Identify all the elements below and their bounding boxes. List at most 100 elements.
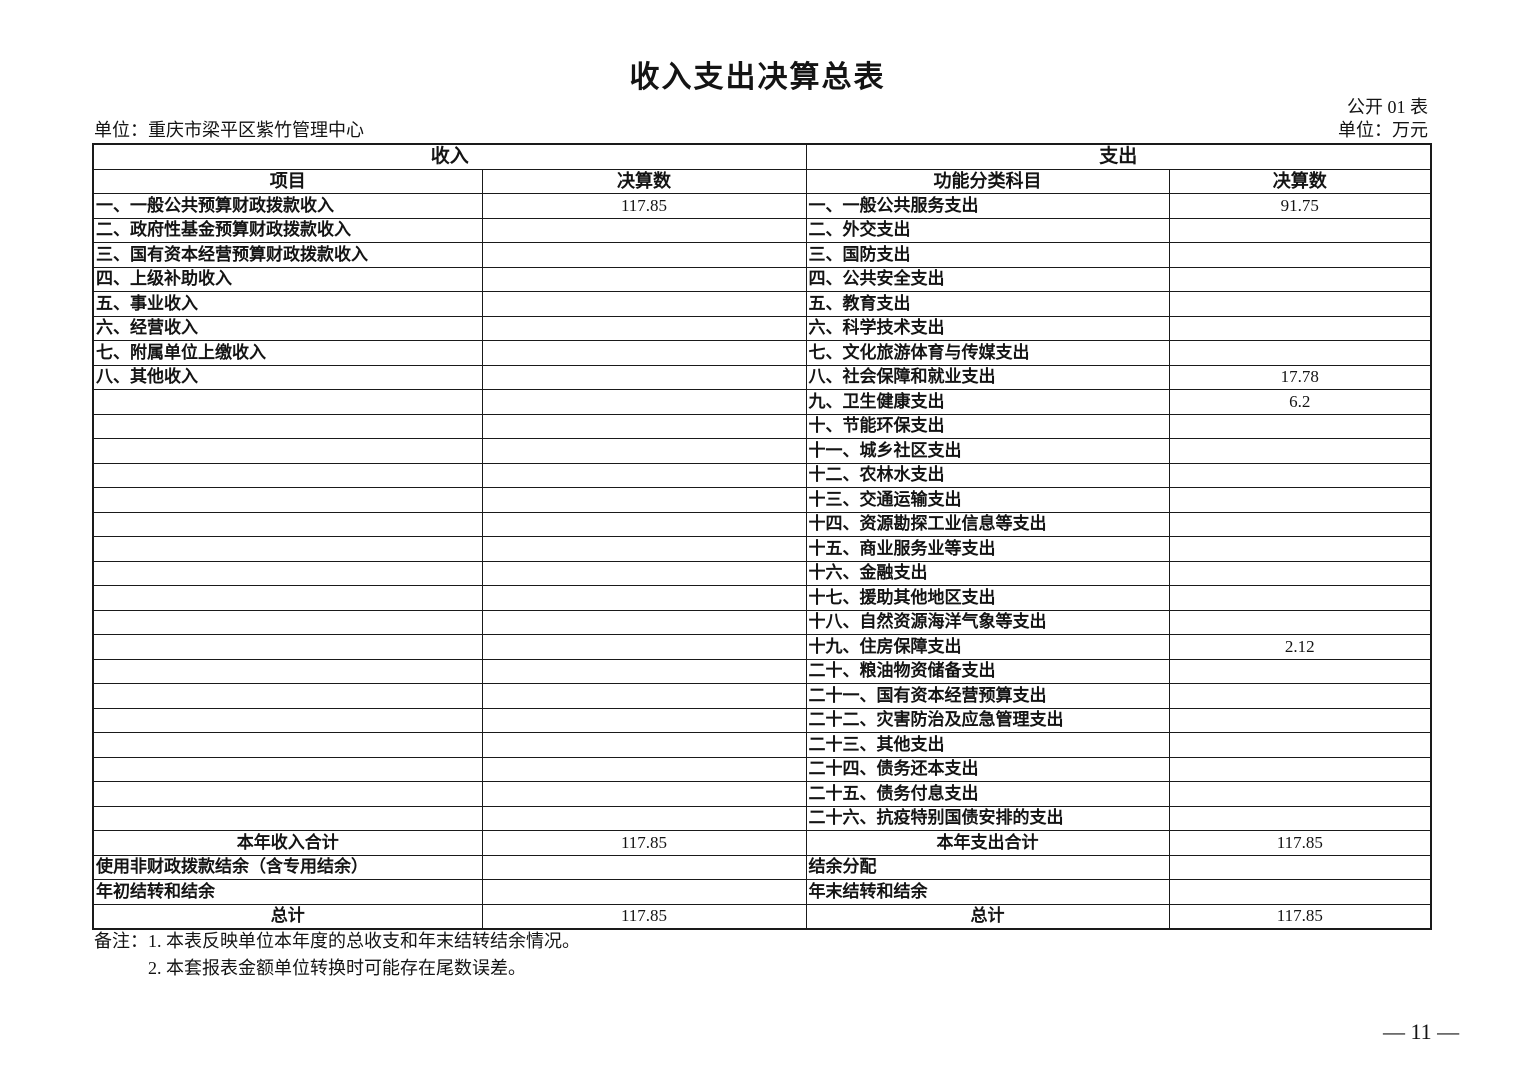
- expenditure-value-cell: [1168, 756, 1432, 782]
- expenditure-value-cell: [1168, 266, 1432, 292]
- income-value-cell: [481, 634, 807, 660]
- expenditure-item-cell: 六、科学技术支出: [805, 315, 1170, 341]
- table-row: 二十二、灾害防治及应急管理支出: [92, 707, 1432, 733]
- expenditure-value-column-header: 决算数: [1168, 169, 1432, 194]
- column-header-row: 项目 决算数 功能分类科目 决算数: [92, 169, 1432, 194]
- income-item-cell: [92, 756, 483, 782]
- income-value-cell: [481, 536, 807, 562]
- expenditure-item-cell: 四、公共安全支出: [805, 266, 1170, 292]
- table-row: 十七、援助其他地区支出: [92, 585, 1432, 611]
- expenditure-summary-value-cell: 117.85: [1168, 830, 1432, 856]
- income-value-cell: [481, 266, 807, 292]
- income-item-cell: [92, 389, 483, 415]
- income-item-cell: 二、政府性基金预算财政拨款收入: [92, 217, 483, 243]
- expenditure-value-cell: 91.75: [1168, 193, 1432, 219]
- income-summary-value-cell: [481, 879, 807, 905]
- table-row: 二、政府性基金预算财政拨款收入 二、外交支出: [92, 217, 1432, 243]
- expenditure-item-cell: 七、文化旅游体育与传媒支出: [805, 340, 1170, 366]
- unit-measure-label: 单位：万元: [1338, 120, 1428, 140]
- income-item-cell: [92, 585, 483, 611]
- income-item-cell: [92, 609, 483, 635]
- expenditure-value-cell: [1168, 291, 1432, 317]
- table-row: 一、一般公共预算财政拨款收入 117.85 一、一般公共服务支出 91.75: [92, 193, 1432, 219]
- income-item-cell: 七、附属单位上缴收入: [92, 340, 483, 366]
- income-value-cell: [481, 511, 807, 537]
- table-row: 二十四、债务还本支出: [92, 756, 1432, 782]
- expenditure-value-cell: 6.2: [1168, 389, 1432, 415]
- table-row: 二十五、债务付息支出: [92, 781, 1432, 807]
- expenditure-item-cell: 十四、资源勘探工业信息等支出: [805, 511, 1170, 537]
- income-value-cell: [481, 217, 807, 243]
- expenditure-item-cell: 九、卫生健康支出: [805, 389, 1170, 415]
- expenditure-value-cell: [1168, 438, 1432, 464]
- expenditure-item-cell: 十三、交通运输支出: [805, 487, 1170, 513]
- income-value-cell: [481, 781, 807, 807]
- expenditure-value-cell: [1168, 487, 1432, 513]
- expenditure-item-cell: 十二、农林水支出: [805, 462, 1170, 488]
- summary-row: 本年收入合计 117.85 本年支出合计 117.85: [92, 830, 1432, 856]
- income-summary-value-cell: 117.85: [481, 830, 807, 856]
- table-row: 七、附属单位上缴收入 七、文化旅游体育与传媒支出: [92, 340, 1432, 366]
- table-row: 九、卫生健康支出 6.2: [92, 389, 1432, 415]
- income-value-cell: [481, 242, 807, 268]
- income-item-cell: 一、一般公共预算财政拨款收入: [92, 193, 483, 219]
- notes-lines: 1. 本表反映单位本年度的总收支和年末结转结余情况。 2. 本套报表金额单位转换…: [148, 928, 580, 982]
- note-line: 1. 本表反映单位本年度的总收支和年末结转结余情况。: [148, 931, 580, 951]
- income-summary-label-cell: 本年收入合计: [92, 830, 483, 856]
- income-value-cell: [481, 683, 807, 709]
- expenditure-value-cell: 2.12: [1168, 634, 1432, 660]
- expenditure-item-cell: 二、外交支出: [805, 217, 1170, 243]
- expenditure-value-cell: [1168, 707, 1432, 733]
- income-item-cell: [92, 560, 483, 586]
- table-row: 十三、交通运输支出: [92, 487, 1432, 513]
- income-item-cell: [92, 707, 483, 733]
- income-item-cell: [92, 536, 483, 562]
- income-item-cell: 五、事业收入: [92, 291, 483, 317]
- expenditure-item-cell: 一、一般公共服务支出: [805, 193, 1170, 219]
- income-summary-label-cell: 总计: [92, 903, 483, 930]
- expenditure-summary-label-cell: 结余分配: [805, 854, 1170, 880]
- income-item-cell: 四、上级补助收入: [92, 266, 483, 292]
- expenditure-value-cell: [1168, 805, 1432, 831]
- table-row: 二十三、其他支出: [92, 732, 1432, 758]
- income-value-cell: [481, 609, 807, 635]
- income-value-cell: [481, 438, 807, 464]
- income-value-cell: [481, 340, 807, 366]
- expenditure-item-cell: 十一、城乡社区支出: [805, 438, 1170, 464]
- expenditure-value-cell: [1168, 732, 1432, 758]
- expenditure-value-cell: [1168, 683, 1432, 709]
- notes-block: 备注： 1. 本表反映单位本年度的总收支和年末结转结余情况。 2. 本套报表金额…: [94, 928, 580, 982]
- income-item-cell: [92, 487, 483, 513]
- expenditure-item-cell: 二十一、国有资本经营预算支出: [805, 683, 1170, 709]
- income-value-cell: [481, 487, 807, 513]
- table-row: 三、国有资本经营预算财政拨款收入 三、国防支出: [92, 242, 1432, 268]
- income-value-cell: [481, 462, 807, 488]
- table-row: 十、节能环保支出: [92, 413, 1432, 439]
- expenditure-item-cell: 五、教育支出: [805, 291, 1170, 317]
- expenditure-item-cell: 二十、粮油物资储备支出: [805, 658, 1170, 684]
- income-item-cell: [92, 658, 483, 684]
- summary-row: 年初结转和结余 年末结转和结余: [92, 879, 1432, 905]
- income-value-cell: [481, 732, 807, 758]
- income-value-cell: [481, 585, 807, 611]
- table-row: 四、上级补助收入 四、公共安全支出: [92, 266, 1432, 292]
- expenditure-item-column-header: 功能分类科目: [805, 169, 1170, 194]
- income-summary-value-cell: [481, 854, 807, 880]
- expenditure-value-cell: [1168, 658, 1432, 684]
- income-value-cell: [481, 291, 807, 317]
- expenditure-item-cell: 十七、援助其他地区支出: [805, 585, 1170, 611]
- expenditure-summary-value-cell: [1168, 854, 1432, 880]
- expenditure-value-cell: [1168, 609, 1432, 635]
- expenditure-value-cell: [1168, 315, 1432, 341]
- expenditure-value-cell: [1168, 536, 1432, 562]
- expenditure-summary-label-cell: 总计: [805, 903, 1170, 930]
- income-item-cell: 三、国有资本经营预算财政拨款收入: [92, 242, 483, 268]
- summary-row: 总计 117.85 总计 117.85: [92, 903, 1432, 930]
- expenditure-value-cell: [1168, 413, 1432, 439]
- table-row: 八、其他收入 八、社会保障和就业支出 17.78: [92, 364, 1432, 390]
- table-row: 十四、资源勘探工业信息等支出: [92, 511, 1432, 537]
- notes-label: 备注：: [94, 931, 148, 951]
- summary-row: 使用非财政拨款结余（含专用结余） 结余分配: [92, 854, 1432, 880]
- income-item-cell: [92, 732, 483, 758]
- expenditure-value-cell: [1168, 462, 1432, 488]
